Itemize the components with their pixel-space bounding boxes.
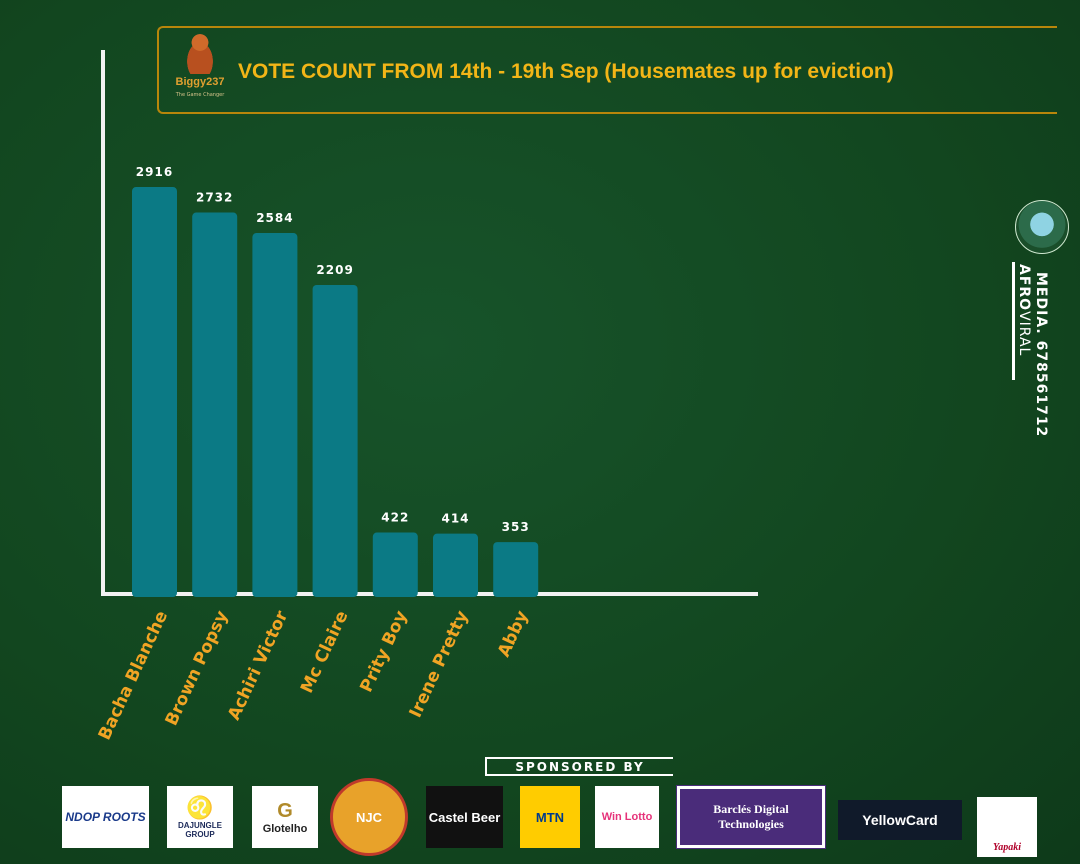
biggy237-logo: Biggy237 The Game Changer	[168, 32, 232, 110]
watermark-media: MEDIA.	[1033, 272, 1049, 335]
sponsor-yapaki: Yapaki	[977, 797, 1037, 857]
sponsor-mtn: MTN	[520, 786, 580, 848]
sponsor-win-lotto: Win Lotto	[595, 786, 659, 848]
bar-mc-claire	[312, 284, 358, 597]
africa-globe-icon	[1015, 200, 1069, 254]
value-label: 2916	[136, 165, 173, 179]
watermark-phone: 678561712	[1033, 340, 1049, 438]
watermark-divider	[1012, 262, 1015, 380]
value-label: 2732	[196, 191, 233, 205]
watermark-name: AFROVIRAL	[1016, 264, 1032, 356]
sponsor-njc: NJC	[330, 778, 408, 856]
g-logo-icon: G	[277, 800, 293, 822]
value-label: 353	[502, 520, 530, 534]
sponsor-glotelho-label: Glotelho	[262, 823, 308, 835]
watermark-line2: MEDIA. 678561712	[1033, 272, 1049, 437]
sponsor-dajungle-label: DAJUNGLE GROUP	[177, 821, 222, 839]
sponsor-dajungle-group: ♌ DAJUNGLE GROUP	[167, 786, 233, 848]
sponsor-glotelho: G Glotelho	[252, 786, 318, 848]
afroviral-watermark: AFROVIRAL MEDIA. 678561712	[1010, 198, 1070, 437]
title-frame	[157, 26, 1057, 114]
bar-achiri-victor	[252, 233, 298, 598]
sponsor-yellowcard: YellowCard	[838, 800, 962, 840]
value-label: 414	[441, 512, 469, 526]
bar-irene-pretty	[433, 533, 478, 597]
bar-prity-boy	[372, 532, 418, 597]
x-axis	[101, 592, 758, 596]
sponsor-ndop-roots: NDOP ROOTS	[62, 786, 149, 848]
chart-title: VOTE COUNT FROM 14th - 19th Sep (Housema…	[238, 60, 894, 83]
bar-brown-popsy	[192, 212, 238, 597]
lion-icon: ♌	[186, 795, 214, 820]
logo-brand-text: Biggy237	[175, 76, 225, 88]
value-label: 2209	[316, 263, 353, 277]
value-label: 2584	[256, 211, 293, 225]
sponsor-castel-beer: Castel Beer	[426, 786, 503, 848]
value-label: 422	[381, 511, 409, 525]
y-axis	[101, 50, 105, 596]
bar-abby	[493, 542, 539, 597]
sponsor-barcles: Barclés Digital Technologies	[676, 785, 826, 849]
watermark-name-bold: AFRO	[1016, 264, 1032, 312]
sponsored-by-heading: SPONSORED BY	[485, 757, 673, 776]
logo-tagline: The Game Changer	[175, 92, 225, 98]
bodybuilder-icon	[180, 32, 220, 74]
watermark-name-thin: VIRAL	[1016, 311, 1032, 357]
bar-bacha-blanche	[132, 187, 177, 598]
